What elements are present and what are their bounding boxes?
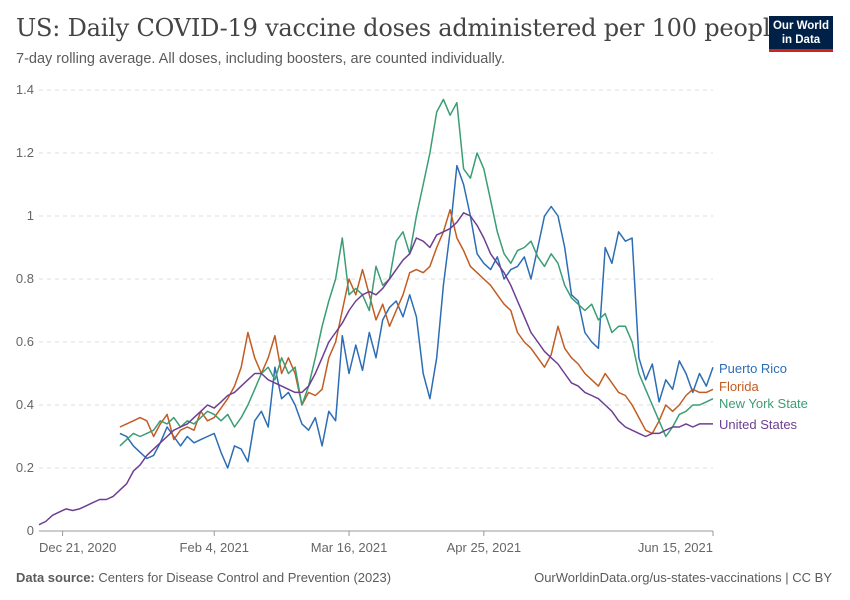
y-tick-label: 1.4 bbox=[16, 82, 34, 97]
y-tick-label: 1 bbox=[27, 208, 34, 223]
series-label-united-states: United States bbox=[719, 417, 798, 432]
series-label-florida: Florida bbox=[719, 379, 760, 394]
x-tick-label: Jun 15, 2021 bbox=[638, 540, 713, 555]
logo-line-2: in Data bbox=[781, 34, 821, 46]
data-source: Data source: Centers for Disease Control… bbox=[16, 570, 391, 585]
x-tick-label: Feb 4, 2021 bbox=[180, 540, 249, 555]
x-tick-label: Apr 25, 2021 bbox=[447, 540, 521, 555]
series-label-puerto-rico: Puerto Rico bbox=[719, 361, 787, 376]
x-tick-label: Dec 21, 2020 bbox=[39, 540, 116, 555]
series-line-puerto-rico bbox=[119, 164, 714, 469]
y-tick-label: 0 bbox=[27, 523, 34, 538]
series-line-florida bbox=[119, 208, 714, 441]
x-tick-label: Mar 16, 2021 bbox=[311, 540, 388, 555]
source-label: Data source: bbox=[16, 570, 95, 585]
chart-subtitle: 7-day rolling average. All doses, includ… bbox=[16, 51, 505, 67]
y-tick-label: 0.6 bbox=[16, 334, 34, 349]
source-text[interactable]: Centers for Disease Control and Preventi… bbox=[98, 570, 392, 585]
series-labels: Puerto Rico Florida New York State United S… bbox=[719, 361, 808, 432]
footer-url[interactable]: OurWorldinData.org/us-states-vaccination… bbox=[534, 570, 832, 585]
owid-logo[interactable]: Our World in Data bbox=[769, 16, 833, 52]
grid-lines bbox=[39, 89, 713, 469]
y-tick-label: 0.8 bbox=[16, 271, 34, 286]
series-line-united-states bbox=[38, 212, 713, 526]
chart-title: US: Daily COVID-19 vaccine doses adminis… bbox=[16, 14, 785, 42]
x-axis: Dec 21, 2020 Feb 4, 2021 Mar 16, 2021 Apr 2… bbox=[39, 530, 714, 555]
series-lines bbox=[38, 98, 714, 526]
y-axis-ticks: 0 0.2 0.4 0.6 0.8 1 1.2 1.4 bbox=[16, 82, 34, 538]
y-tick-label: 0.2 bbox=[16, 460, 34, 475]
logo-line-1: Our World bbox=[772, 20, 829, 32]
series-line-new-york-state bbox=[119, 98, 714, 447]
y-tick-label: 0.4 bbox=[16, 397, 34, 412]
series-label-new-york-state: New York State bbox=[719, 396, 808, 411]
y-tick-label: 1.2 bbox=[16, 145, 34, 160]
